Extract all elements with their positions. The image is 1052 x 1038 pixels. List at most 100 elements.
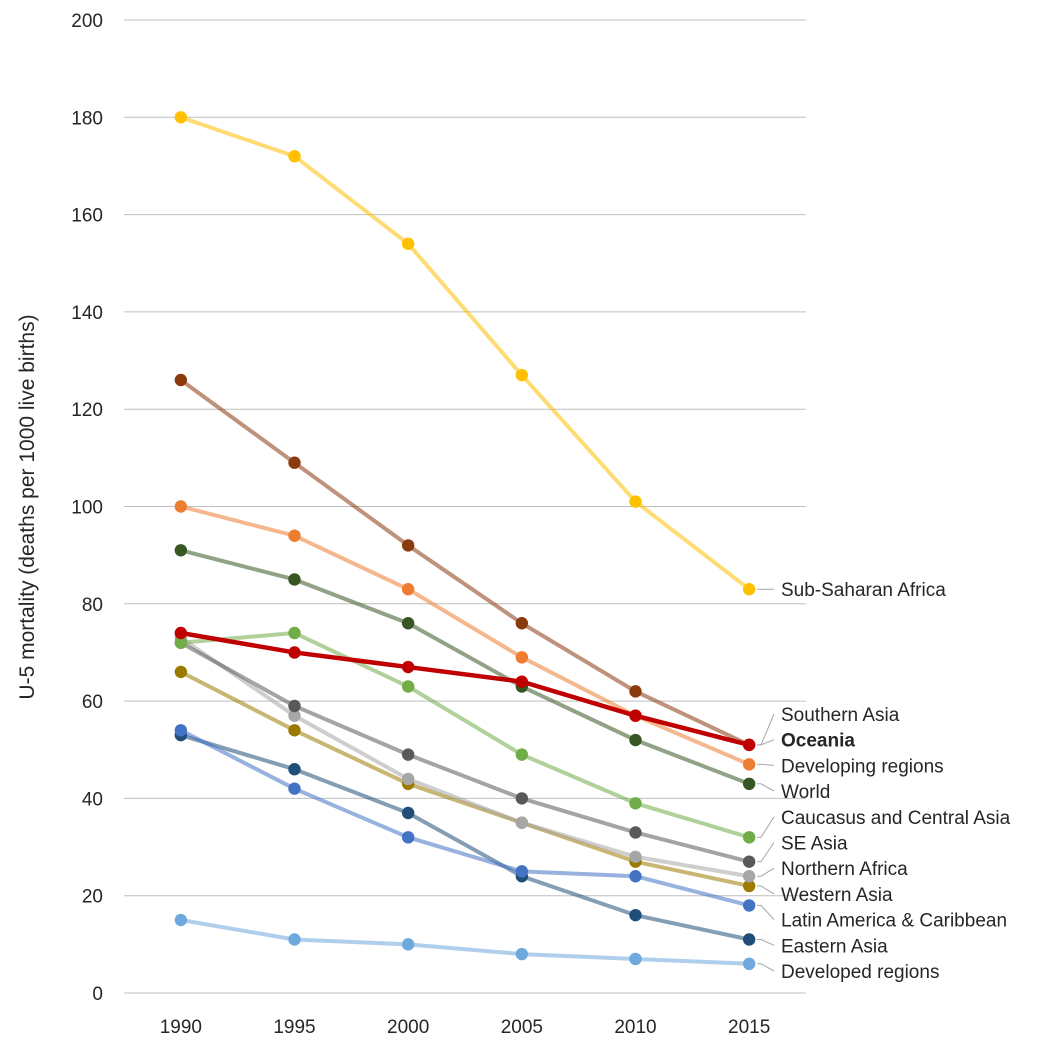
- data-point-latin-america-and-caribbean: [515, 865, 529, 878]
- series-label-eastern-asia: Eastern Asia: [781, 936, 888, 957]
- data-point-oceania: [174, 626, 188, 640]
- x-tick-label: 2005: [501, 1017, 543, 1038]
- y-axis-label: U-5 mortality (deaths per 1000 live birt…: [16, 314, 39, 699]
- series-label-oceania: Oceania: [781, 731, 855, 752]
- data-point-developing-regions: [515, 651, 529, 664]
- data-point-eastern-asia: [629, 908, 642, 922]
- y-tick-label: 120: [71, 400, 103, 421]
- y-tick-label: 20: [82, 887, 103, 908]
- data-point-se-asia: [401, 748, 415, 761]
- data-point-se-asia: [288, 699, 301, 713]
- data-point-caucasus-and-central-asia: [401, 680, 415, 693]
- data-point-caucasus-and-central-asia: [174, 636, 188, 649]
- data-point-sub-saharan-africa: [288, 150, 301, 163]
- data-point-developing-regions: [742, 758, 756, 771]
- data-point-latin-america-and-caribbean: [288, 782, 301, 795]
- data-point-eastern-asia: [401, 806, 415, 820]
- data-point-oceania: [742, 738, 756, 752]
- data-point-se-asia: [742, 855, 756, 868]
- data-point-oceania: [629, 709, 642, 722]
- y-tick-label: 60: [82, 692, 103, 713]
- series-line-world: [178, 548, 752, 786]
- series-line-developed-regions: [178, 918, 752, 966]
- data-point-world: [629, 733, 642, 747]
- data-point-developed-regions: [288, 933, 301, 946]
- series-line-oceania: [178, 630, 752, 748]
- data-point-eastern-asia: [742, 933, 756, 946]
- data-point-world: [401, 617, 415, 630]
- label-leader-line: [757, 963, 775, 972]
- series-label-northern-africa: Northern Africa: [781, 859, 908, 880]
- series-label-developed-regions: Developed regions: [781, 962, 939, 983]
- data-point-developed-regions: [515, 947, 529, 961]
- y-tick-label: 160: [71, 206, 103, 227]
- series-line-sub-saharan-africa: [178, 115, 752, 592]
- x-tick-label: 1995: [273, 1017, 315, 1038]
- series-lines: [178, 115, 752, 966]
- label-leader-line: [757, 739, 775, 746]
- series-line-northern-africa: [178, 635, 752, 879]
- data-point-developed-regions: [742, 957, 756, 971]
- x-tick-label: 2015: [728, 1017, 770, 1038]
- series-line-se-asia: [178, 640, 752, 864]
- series-line-caucasus-and-central-asia: [178, 630, 752, 840]
- data-point-western-asia: [742, 879, 756, 893]
- series-line-western-asia: [178, 669, 752, 888]
- y-tick-label: 140: [71, 303, 103, 324]
- x-axis-ticks: 1990 1995 2000 2005 2010 2015: [160, 1017, 771, 1038]
- series-label-se-asia: SE Asia: [781, 834, 848, 855]
- series-line-latin-america-and-caribbean: [178, 728, 752, 908]
- series-label-southern-asia: Southern Asia: [781, 705, 900, 726]
- label-leader-line: [757, 904, 775, 920]
- data-point-se-asia: [629, 826, 642, 839]
- data-point-latin-america-and-caribbean: [401, 831, 415, 844]
- data-point-northern-africa: [515, 816, 529, 829]
- y-tick-label: 180: [71, 108, 103, 129]
- data-point-southern-asia: [629, 685, 642, 698]
- series-label-latin-america-and-caribbean: Latin America & Caribbean: [781, 911, 1007, 932]
- y-tick-label: 100: [71, 498, 103, 519]
- y-axis-ticks: 0 20 40 60 80 100 120 140 160 180 200: [71, 11, 103, 1005]
- data-point-developed-regions: [401, 938, 415, 951]
- data-point-latin-america-and-caribbean: [742, 899, 756, 912]
- series-labels: Sub-Saharan Africa Southern Asia Oceania De…: [757, 580, 1011, 983]
- data-point-western-asia: [288, 724, 301, 737]
- series-line-southern-asia: [178, 378, 752, 747]
- series-line-developing-regions: [178, 504, 752, 767]
- y-tick-label: 200: [71, 11, 103, 32]
- x-tick-label: 1990: [160, 1017, 202, 1038]
- data-point-southern-asia: [401, 539, 415, 552]
- data-point-developed-regions: [174, 913, 188, 927]
- data-point-sub-saharan-africa: [742, 583, 756, 596]
- series-label-world: World: [781, 782, 830, 803]
- series-points: [174, 111, 756, 971]
- label-leader-line: [757, 816, 775, 838]
- data-point-developing-regions: [174, 500, 188, 513]
- data-point-northern-africa: [629, 850, 642, 863]
- data-point-latin-america-and-caribbean: [629, 870, 642, 883]
- data-point-world: [288, 573, 301, 586]
- series-label-developing-regions: Developing regions: [781, 756, 944, 777]
- y-tick-label: 40: [82, 789, 103, 810]
- data-point-caucasus-and-central-asia: [629, 797, 642, 810]
- label-leader-line: [757, 842, 775, 863]
- data-point-sub-saharan-africa: [515, 368, 529, 382]
- data-point-latin-america-and-caribbean: [174, 724, 188, 737]
- data-point-caucasus-and-central-asia: [515, 748, 529, 761]
- label-leader-line: [757, 783, 775, 792]
- data-point-southern-asia: [174, 373, 188, 387]
- data-point-eastern-asia: [288, 763, 301, 776]
- data-point-developing-regions: [288, 529, 301, 542]
- label-leader-line: [757, 938, 775, 946]
- data-point-se-asia: [515, 792, 529, 805]
- data-point-caucasus-and-central-asia: [288, 626, 301, 640]
- series-label-caucasus-and-central-asia: Caucasus and Central Asia: [781, 808, 1011, 829]
- data-point-world: [742, 777, 756, 791]
- data-point-world: [174, 544, 188, 557]
- y-tick-label: 0: [92, 984, 103, 1005]
- data-point-sub-saharan-africa: [401, 237, 415, 250]
- series-label-sub-saharan-africa: Sub-Saharan Africa: [781, 580, 946, 601]
- label-leader-line: [757, 885, 775, 895]
- data-point-southern-asia: [288, 456, 301, 469]
